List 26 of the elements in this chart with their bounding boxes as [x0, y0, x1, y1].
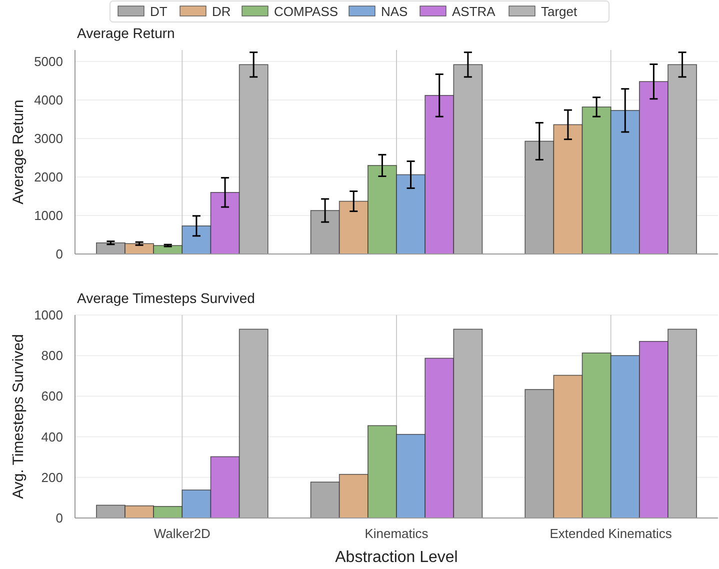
- legend-label: DR: [212, 4, 231, 19]
- x-tick-label: Walker2D: [154, 526, 210, 541]
- legend-label: NAS: [381, 4, 408, 19]
- legend-label: DT: [150, 4, 168, 19]
- y-tick-label: 400: [41, 429, 63, 444]
- x-tick-label: Kinematics: [364, 526, 429, 541]
- y-tick-label: 1000: [34, 308, 63, 322]
- chart-title: Average Return: [77, 25, 175, 41]
- y-tick-label: 5000: [34, 54, 63, 70]
- legend-label: Target: [541, 4, 578, 19]
- y-axis-title: Avg. Timesteps Survived: [10, 334, 27, 499]
- y-tick-label: 2000: [34, 170, 63, 185]
- y-tick-label: 800: [41, 348, 63, 364]
- y-tick-label: 3000: [34, 131, 63, 146]
- x-axis-title: Abstraction Level: [335, 549, 458, 566]
- y-tick-label: 0: [56, 510, 63, 526]
- y-tick-label: 200: [41, 470, 63, 485]
- legend-label: ASTRA: [452, 4, 496, 19]
- x-tick-label: Extended Kinematics: [550, 526, 672, 541]
- y-tick-label: 1000: [34, 208, 63, 224]
- y-tick-label: 4000: [34, 92, 63, 108]
- y-tick-label: 0: [56, 246, 63, 262]
- chart-title: Average Timesteps Survived: [77, 290, 255, 306]
- y-axis-title: Average Return: [10, 100, 27, 204]
- y-tick-label: 600: [41, 388, 63, 404]
- legend-label: COMPASS: [274, 4, 338, 19]
